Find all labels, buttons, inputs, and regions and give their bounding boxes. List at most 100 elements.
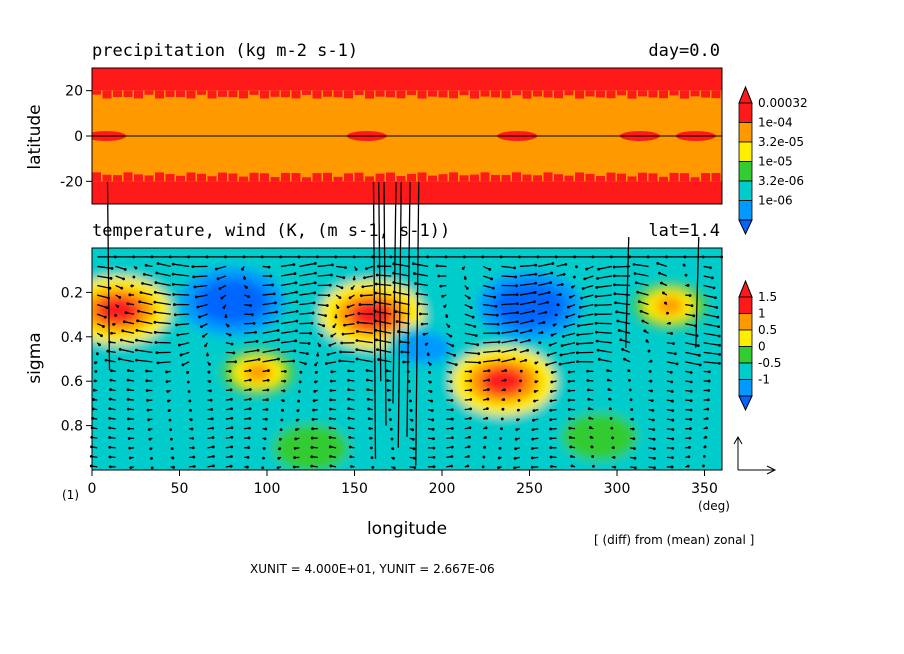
wind-vector-head	[295, 418, 299, 422]
wind-vector	[599, 358, 612, 363]
wind-vector-head	[109, 378, 113, 382]
wind-vector-head	[450, 464, 453, 468]
precip-edge-n	[480, 90, 490, 97]
wind-vector	[634, 272, 649, 277]
wind-vector	[501, 348, 516, 353]
wind-vector-head	[311, 418, 315, 421]
wind-vector-head	[147, 428, 151, 431]
wind-vector	[577, 332, 594, 336]
wind-vector	[317, 303, 328, 307]
precip-edge-n	[669, 90, 679, 96]
wind-vector-head	[410, 418, 414, 422]
wind-vector-head	[294, 339, 298, 343]
wind-vector-head	[670, 390, 674, 393]
wind-vector-head	[208, 380, 212, 383]
wind-vector-head	[216, 277, 220, 281]
wind-vector-head	[606, 378, 610, 382]
wind-vector	[615, 302, 631, 306]
wind-vector-head	[486, 388, 490, 391]
wind-vector-head	[429, 390, 433, 393]
wind-vector-head	[346, 305, 350, 309]
precip-edge-n	[648, 90, 658, 98]
wind-vector-head	[145, 389, 149, 392]
colorbar-segment	[738, 141, 753, 162]
precip-edge-n	[701, 90, 710, 98]
precip-edge-s	[396, 176, 406, 182]
wind-vector-head	[549, 390, 553, 393]
wind-vector-head	[130, 284, 134, 288]
precip-edge-n	[596, 90, 605, 98]
wind-vector	[137, 320, 153, 325]
precip-edge-s	[260, 173, 269, 182]
precip-edge-n	[459, 90, 469, 96]
wind-vector	[299, 292, 315, 296]
wind-vector-head	[675, 362, 679, 366]
wind-vector-head	[549, 427, 553, 431]
wind-vector-head	[230, 416, 234, 420]
wind-vector-head	[409, 409, 413, 412]
wind-vector-head	[533, 399, 536, 403]
precip-edge-s	[218, 172, 227, 182]
precip-edge-n	[575, 90, 584, 99]
wind-vector-head	[312, 301, 316, 305]
wind-vector	[564, 323, 576, 328]
precip-edge-n	[134, 90, 143, 99]
wind-vector	[115, 275, 124, 280]
wind-vector	[538, 272, 552, 277]
wind-vector	[598, 349, 612, 353]
wind-vector	[685, 323, 696, 327]
wind-vector-head	[686, 283, 690, 287]
wind-vector-head	[264, 427, 268, 431]
precip-edge-n	[270, 90, 280, 97]
wind-vector-head	[122, 277, 125, 281]
wind-vector-head	[611, 436, 615, 440]
wind-vector-head	[261, 466, 265, 470]
wind-vector-head	[252, 321, 256, 325]
precip-edge-s	[449, 172, 458, 182]
longitude-tick-label: 250	[516, 481, 543, 497]
wind-vector-head	[294, 437, 298, 441]
precip-edge-n	[144, 90, 154, 95]
precip-edge-n	[207, 90, 217, 99]
wind-vector-head	[390, 437, 394, 441]
wind-vector-head	[307, 342, 311, 345]
wind-vector-head	[118, 348, 122, 351]
wind-vector-head	[211, 426, 215, 430]
wind-vector	[519, 282, 536, 287]
wind-vector-head	[328, 407, 332, 411]
wind-vector-head	[628, 255, 632, 259]
wind-vector-head	[313, 281, 317, 285]
wind-vector-head	[572, 275, 576, 279]
wind-vector-head	[412, 447, 416, 451]
precip-edge-s	[312, 173, 322, 182]
strong-wind-vector	[378, 181, 382, 382]
wind-vector-head	[670, 465, 674, 469]
wind-vector-head	[560, 282, 564, 286]
wind-vector-head	[497, 331, 501, 335]
wind-vector-head	[673, 352, 677, 356]
wind-vector	[482, 275, 492, 280]
wind-vector	[216, 265, 227, 270]
wind-vector-head	[248, 416, 252, 420]
wind-vector-head	[313, 291, 317, 295]
wind-vector	[501, 339, 517, 344]
precip-band-0	[92, 68, 722, 91]
wind-vector-head	[516, 302, 519, 305]
wind-vector-head	[366, 388, 370, 391]
wind-vector-head	[242, 255, 246, 259]
wind-vector-head	[465, 286, 469, 290]
precip-edge-n	[617, 90, 626, 96]
wind-vector-head	[683, 255, 687, 259]
wind-vector-head	[209, 389, 212, 393]
wind-vector-head	[596, 348, 600, 352]
wind-vector-head	[513, 266, 516, 270]
wind-vector	[637, 291, 649, 296]
wind-vector-head	[192, 465, 196, 468]
wind-vector-head	[491, 286, 495, 290]
wind-vector	[262, 293, 275, 296]
wind-vector-head	[108, 436, 112, 439]
wind-vector	[179, 342, 190, 346]
wind-vector-head	[564, 262, 568, 266]
wind-vector-head	[269, 274, 273, 278]
wind-vector-head	[148, 437, 152, 441]
